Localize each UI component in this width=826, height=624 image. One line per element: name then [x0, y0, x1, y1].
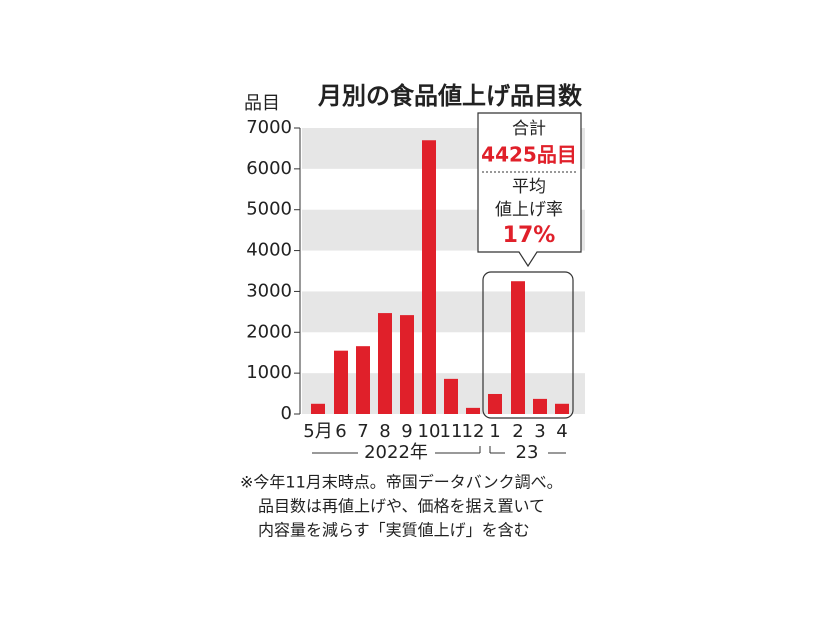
callout-text: 平均 [512, 177, 546, 197]
bar [422, 140, 436, 414]
callout-box [477, 112, 582, 268]
x-tick-label: 10 [418, 421, 441, 442]
y-tick-label: 7000 [246, 117, 292, 138]
bar [334, 350, 348, 414]
y-tick-label: 5000 [246, 199, 292, 220]
callout-value: 17% [503, 223, 556, 248]
bar [311, 403, 325, 414]
x-tick-label: 4 [556, 421, 567, 442]
y-tick-label: 1000 [246, 362, 292, 383]
y-tick-label: 0 [281, 403, 292, 424]
x-tick-label: 2 [512, 421, 523, 442]
x-tick-label: 11 [440, 421, 463, 442]
bar [555, 403, 569, 414]
bar [444, 378, 458, 414]
chart-title: 月別の食品値上げ品目数 [317, 82, 583, 110]
x-tick-label: 6 [335, 421, 346, 442]
bar [400, 315, 414, 414]
bar [466, 407, 480, 414]
y-axis-label: 品目 [244, 93, 280, 114]
y-tick-label: 6000 [246, 158, 292, 179]
x-tick-label: 9 [401, 421, 412, 442]
x-tick-label: 12 [462, 421, 485, 442]
bar [356, 346, 370, 414]
x-tick-label: 7 [357, 421, 368, 442]
callout-text: 値上げ率 [495, 200, 563, 220]
x-tick-label: 3 [534, 421, 545, 442]
note: 品目数は再値上げや、価格を据え置いて [258, 497, 545, 516]
x-tick-label: 1 [489, 421, 500, 442]
y-tick-label: 4000 [246, 240, 292, 261]
note: ※今年11月末時点。帝国データバンク調べ。 [240, 473, 563, 492]
bar [488, 393, 502, 414]
highlight-frame [482, 271, 574, 419]
bar [533, 398, 547, 414]
bar [511, 281, 525, 414]
callout-value: 4425品目 [481, 143, 577, 167]
y-tick-label: 2000 [246, 321, 292, 342]
bar [378, 313, 392, 414]
group-label: 2022年 [364, 442, 428, 463]
grid-band [302, 291, 585, 333]
x-tick-label: 5月 [303, 421, 332, 442]
note: 内容量を減らす「実質値上げ」を含む [258, 521, 530, 540]
x-tick-label: 8 [379, 421, 390, 442]
group-label: 23 [516, 442, 539, 463]
y-tick-label: 3000 [246, 280, 292, 301]
callout-text: 合計 [512, 119, 546, 139]
